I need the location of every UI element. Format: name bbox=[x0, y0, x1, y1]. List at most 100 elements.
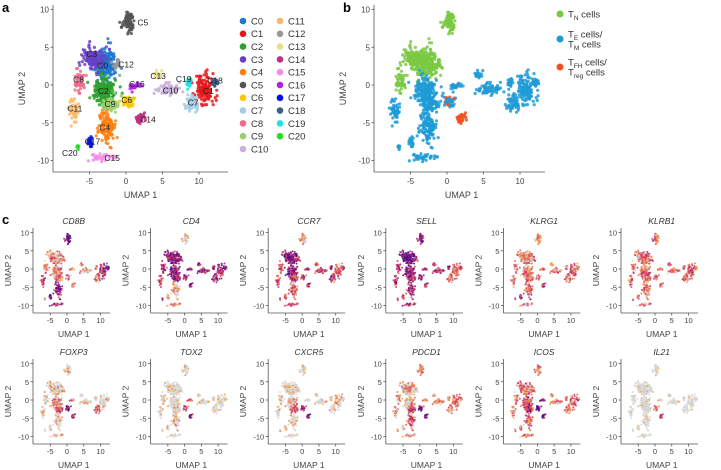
data-point-C1 bbox=[222, 270, 225, 273]
cluster-label-C4: C4 bbox=[99, 122, 110, 132]
data-point-C5 bbox=[125, 15, 129, 19]
data-point-C2 bbox=[100, 71, 104, 75]
panel-label-a: a bbox=[2, 0, 10, 15]
data-point-C2 bbox=[118, 85, 122, 89]
y-tick-label: -5 bbox=[42, 119, 50, 128]
data-point-C4 bbox=[172, 289, 175, 291]
data-point-C7 bbox=[97, 281, 100, 284]
data-point-C2 bbox=[296, 265, 299, 268]
legend-label-C17: C17 bbox=[288, 93, 305, 104]
data-point-C3 bbox=[53, 256, 56, 259]
data-point-C4 bbox=[429, 118, 433, 122]
legend-marker-C1 bbox=[239, 30, 247, 38]
data-point-C1 bbox=[196, 82, 201, 87]
data-point-C7 bbox=[184, 104, 188, 108]
data-point-C0 bbox=[60, 254, 63, 257]
data-point-C14 bbox=[308, 285, 311, 288]
data-point-C6 bbox=[185, 277, 188, 280]
data-point-C1 bbox=[335, 263, 338, 266]
data-point-C4 bbox=[169, 292, 172, 295]
data-point-C0 bbox=[292, 260, 295, 263]
data-point-C2 bbox=[98, 98, 102, 102]
data-point-C5 bbox=[303, 237, 306, 240]
data-point-C4 bbox=[421, 126, 425, 131]
data-point-C15 bbox=[435, 155, 440, 159]
data-point-C5 bbox=[68, 237, 71, 240]
y-tick-label: -5 bbox=[363, 119, 371, 128]
data-point-C4 bbox=[421, 138, 425, 142]
data-point-C9 bbox=[430, 101, 434, 105]
data-point-C4 bbox=[100, 115, 104, 119]
data-point-C1 bbox=[536, 94, 540, 98]
data-point-C3 bbox=[51, 256, 54, 259]
y-tick-label: -10 bbox=[253, 302, 264, 311]
data-point-C14 bbox=[190, 282, 193, 285]
data-point-C11 bbox=[43, 277, 45, 280]
data-point-C1 bbox=[220, 262, 223, 265]
data-point-C6 bbox=[452, 96, 456, 100]
data-point-C15 bbox=[179, 302, 182, 305]
y-tick-label: 0 bbox=[366, 81, 371, 90]
data-point-C3 bbox=[286, 256, 289, 259]
data-point-C4 bbox=[109, 146, 113, 150]
data-point-C3 bbox=[93, 66, 97, 70]
data-point-C2 bbox=[56, 265, 59, 268]
data-point-C3 bbox=[107, 47, 112, 51]
data-point-C6 bbox=[187, 274, 190, 277]
data-point-C2 bbox=[175, 267, 178, 270]
data-point-C18 bbox=[223, 267, 226, 270]
data-point-C20 bbox=[44, 299, 47, 302]
data-point-C2 bbox=[429, 84, 433, 88]
x-tick-label: 10 bbox=[214, 316, 222, 325]
data-point-C2 bbox=[286, 268, 289, 271]
data-point-C4 bbox=[177, 293, 180, 296]
data-point-C12 bbox=[435, 66, 439, 70]
data-point-C1 bbox=[218, 277, 221, 280]
data-point-C13 bbox=[197, 263, 199, 266]
data-point-C5 bbox=[182, 239, 185, 242]
data-point-C3 bbox=[46, 250, 49, 253]
legend-label-C14: C14 bbox=[288, 55, 305, 66]
data-point-C19 bbox=[94, 267, 97, 270]
data-point-C1 bbox=[520, 85, 524, 89]
data-point-C3 bbox=[289, 251, 292, 254]
data-point-C11 bbox=[158, 281, 161, 284]
data-point-C6 bbox=[301, 276, 304, 278]
data-point-C9 bbox=[60, 271, 63, 274]
data-point-C3 bbox=[410, 56, 414, 60]
data-point-C9 bbox=[100, 104, 104, 108]
data-point-C2 bbox=[178, 265, 181, 268]
data-point-C1 bbox=[457, 270, 460, 273]
data-point-C10 bbox=[167, 80, 171, 84]
cluster-label-C18: C18 bbox=[207, 75, 223, 85]
data-point-C19 bbox=[507, 87, 511, 91]
data-point-C5 bbox=[445, 20, 449, 24]
data-point-C8 bbox=[278, 260, 281, 262]
data-point-C1 bbox=[519, 74, 523, 78]
data-point-C4 bbox=[54, 281, 57, 284]
data-point-C4 bbox=[415, 134, 419, 138]
data-point-C4 bbox=[105, 118, 109, 122]
cluster-label-C17: C17 bbox=[85, 137, 101, 147]
data-point-C10 bbox=[316, 270, 319, 273]
data-point-C16 bbox=[449, 84, 453, 88]
data-point-C1 bbox=[214, 98, 218, 102]
data-point-C4 bbox=[178, 288, 181, 291]
data-point-C10 bbox=[495, 91, 499, 95]
x-axis-title: UMAP 1 bbox=[293, 329, 325, 339]
data-point-C1 bbox=[219, 269, 222, 272]
data-point-C4 bbox=[421, 111, 425, 115]
data-point-C0 bbox=[100, 66, 104, 70]
data-point-C13 bbox=[474, 74, 478, 78]
data-point-C15 bbox=[94, 156, 99, 160]
data-point-C8 bbox=[163, 265, 166, 267]
data-point-C0 bbox=[173, 250, 176, 253]
data-point-C15 bbox=[52, 303, 55, 306]
legend-label-C5: C5 bbox=[251, 80, 263, 91]
data-point-C11 bbox=[391, 116, 395, 120]
x-tick-label: 10 bbox=[449, 316, 457, 325]
y-tick-label: -10 bbox=[18, 302, 29, 311]
data-point-C13 bbox=[481, 69, 485, 73]
data-point-C10 bbox=[196, 272, 199, 275]
